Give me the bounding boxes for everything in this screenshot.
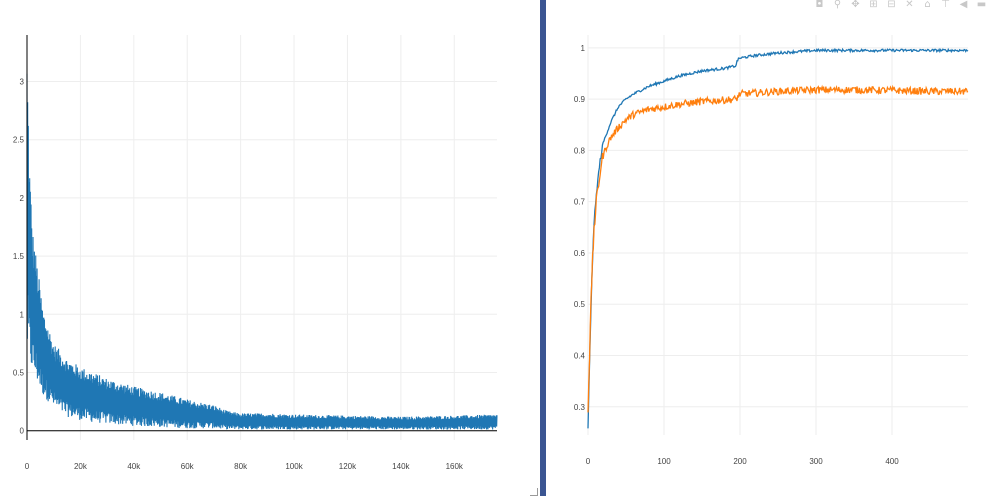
panel-divider[interactable] <box>540 0 546 496</box>
resize-handle[interactable] <box>530 488 538 496</box>
loss-y-tick-label: 1.5 <box>13 252 25 261</box>
accuracy-x-tick-label: 300 <box>809 457 823 466</box>
loss-x-tick-label: 120k <box>339 462 357 471</box>
zoom-in-icon[interactable]: ⊞ <box>869 0 878 10</box>
loss-x-tick-label: 20k <box>74 462 88 471</box>
loss-y-tick-label: 0.5 <box>13 369 25 378</box>
spike-lines-icon[interactable]: ⊤ <box>941 0 950 10</box>
loss-x-tick-label: 140k <box>392 462 410 471</box>
accuracy-y-tick-label: 1 <box>581 44 586 53</box>
accuracy-y-tick-label: 0.8 <box>574 146 586 155</box>
accuracy-x-tick-label: 200 <box>733 457 747 466</box>
accuracy-chart-panel: 0 100 200 300 400 0.3 0.4 0.5 0.6 0.7 0.8 0.9 1 ◘ ⚲ … <box>546 0 992 496</box>
plot-modebar: ◘ ⚲ ✥ ⊞ ⊟ ✕ ⌂ ⊤ ◀ ▬ <box>813 0 988 10</box>
hover-closest-icon[interactable]: ◀ <box>959 0 968 10</box>
hover-compare-icon[interactable]: ▬ <box>976 0 987 10</box>
zoom-icon[interactable]: ⚲ <box>833 0 842 10</box>
accuracy-y-tick-label: 0.5 <box>574 300 586 309</box>
loss-x-tick-label: 60k <box>181 462 195 471</box>
accuracy-gridlines <box>587 35 968 435</box>
zoom-out-icon[interactable]: ⊟ <box>887 0 896 10</box>
accuracy-x-tick-label: 400 <box>885 457 899 466</box>
camera-icon[interactable]: ◘ <box>815 0 824 10</box>
accuracy-series-line-1[interactable] <box>587 47 969 429</box>
loss-x-tick-label: 40k <box>127 462 141 471</box>
loss-y-tick-label: 2.5 <box>13 136 25 145</box>
autoscale-icon[interactable]: ✕ <box>905 0 914 10</box>
loss-chart-panel: 0 20k 40k 60k 80k 100k 120k 140k 160k 0 0.5 1 1.5 2 2.… <box>0 0 540 496</box>
loss-series-line[interactable] <box>26 73 498 430</box>
accuracy-series-line-2[interactable] <box>587 84 969 413</box>
loss-x-tick-label: 0 <box>25 462 30 471</box>
loss-y-tick-label: 2 <box>20 194 25 203</box>
accuracy-x-tick-label: 100 <box>657 457 671 466</box>
accuracy-x-tick-label: 0 <box>586 457 591 466</box>
home-icon[interactable]: ⌂ <box>924 0 931 10</box>
accuracy-y-tick-label: 0.6 <box>574 249 586 258</box>
loss-x-tick-label: 160k <box>446 462 464 471</box>
loss-x-tick-label: 80k <box>234 462 248 471</box>
loss-y-tick-label: 0 <box>20 427 25 436</box>
accuracy-y-tick-label: 0.3 <box>574 403 586 412</box>
loss-x-tick-label: 100k <box>285 462 303 471</box>
accuracy-y-tick-label: 0.9 <box>574 95 586 104</box>
loss-y-tick-label: 1 <box>20 310 25 319</box>
pan-icon[interactable]: ✥ <box>851 0 860 10</box>
accuracy-y-tick-label: 0.4 <box>574 352 586 361</box>
accuracy-y-tick-label: 0.7 <box>574 198 586 207</box>
loss-gridlines <box>26 35 497 440</box>
loss-y-tick-label: 3 <box>20 78 25 87</box>
loss-chart[interactable]: 0 20k 40k 60k 80k 100k 120k 140k 160k 0 0.5 1 1.5 2 2.… <box>0 0 540 496</box>
accuracy-chart[interactable]: 0 100 200 300 400 0.3 0.4 0.5 0.6 0.7 0.8 0.9 1 <box>546 0 992 496</box>
